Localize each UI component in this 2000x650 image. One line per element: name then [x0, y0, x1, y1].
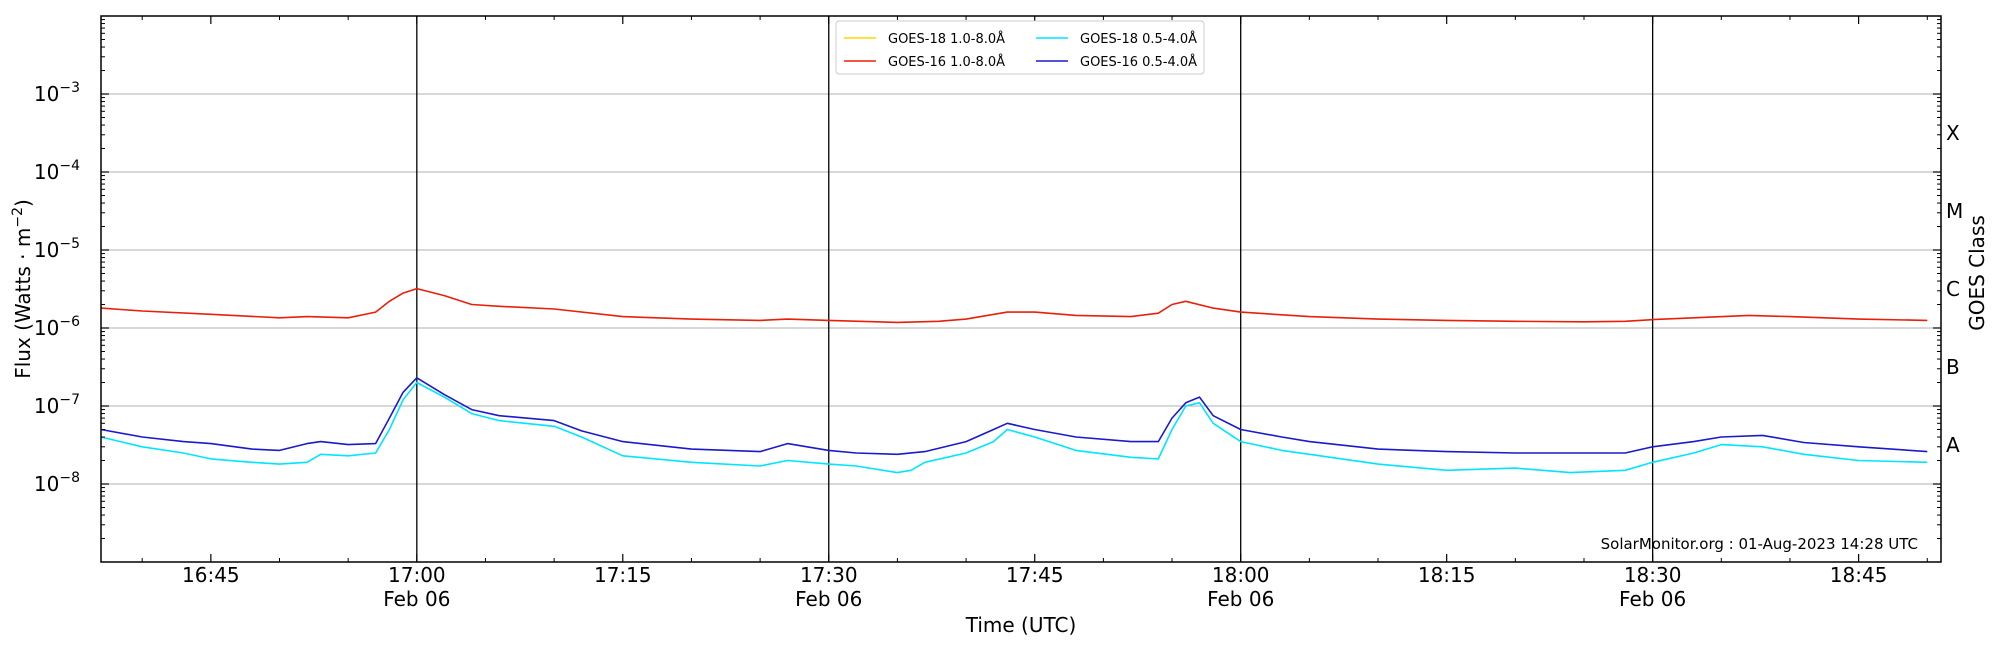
x-tick-label: 18:15 [1418, 563, 1476, 587]
x-tick-label: 18:00 [1212, 563, 1270, 587]
y-tick-layer: 10−310−410−510−610−710−8 [34, 19, 1941, 540]
y-tick-label: 10−7 [34, 392, 80, 418]
y-axis-label-text: Flux (Watts · m [11, 228, 35, 379]
plot-frame [100, 15, 1942, 563]
series-line-2 [100, 287, 1928, 324]
x-tick-date-label: Feb 06 [383, 587, 450, 611]
y-tick-base: 10 [34, 82, 59, 106]
vertical-line-layer [416, 16, 1654, 562]
legend: GOES-18 1.0-8.0Å GOES-16 1.0-8.0Å GOES-18 … [835, 20, 1205, 75]
y-tick-base: 10 [34, 160, 59, 184]
x-tick-label: 16:45 [182, 563, 240, 587]
goes-class-label: B [1946, 355, 1960, 379]
y-tick-exponent: −7 [59, 392, 80, 408]
x-tick-label: 18:45 [1830, 563, 1888, 587]
x-tick-label: 18:30 [1624, 563, 1682, 587]
grid-layer [101, 93, 1941, 485]
goes-class-label: X [1946, 121, 1960, 145]
goes-class-label: A [1946, 433, 1960, 457]
y-tick-exponent: −4 [59, 158, 80, 174]
goes-class-label: M [1946, 199, 1963, 223]
y-tick-base: 10 [34, 238, 59, 262]
x-tick-label: 17:00 [388, 563, 446, 587]
y-tick-label: 10−3 [34, 80, 80, 106]
y-tick-label: 10−4 [34, 158, 80, 184]
series-line-3 [100, 381, 1928, 474]
y-axis-label-exponent: −2 [10, 207, 26, 228]
y-axis-label: Flux (Watts · m−2) [10, 199, 35, 379]
goes-class-layer: X M C B A [1946, 121, 1963, 457]
y-axis-label-close: ) [11, 199, 35, 207]
x-axis-label: Time (UTC) [965, 613, 1077, 637]
legend-label: GOES-18 0.5-4.0Å [1080, 31, 1197, 47]
series-layer [100, 287, 1928, 474]
y-tick-label: 10−5 [34, 236, 80, 262]
legend-label: GOES-16 1.0-8.0Å [888, 54, 1005, 70]
x-tick-date-label: Feb 06 [1207, 587, 1274, 611]
legend-label: GOES-16 0.5-4.0Å [1080, 54, 1197, 70]
legend-box [835, 20, 1205, 75]
x-tick-date-label: Feb 06 [1619, 587, 1686, 611]
y-tick-base: 10 [34, 472, 59, 496]
y-tick-base: 10 [34, 316, 59, 340]
y-tick-exponent: −3 [59, 80, 80, 96]
credit-text: SolarMonitor.org : 01-Aug-2023 14:28 UTC [1601, 535, 1918, 553]
x-tick-label: 17:15 [594, 563, 652, 587]
series-line-4 [100, 376, 1928, 456]
goes-class-axis-label: GOES Class [1965, 215, 1989, 331]
y-tick-exponent: −8 [59, 470, 80, 486]
y-tick-base: 10 [34, 394, 59, 418]
y-tick-exponent: −6 [59, 314, 80, 330]
legend-label: GOES-18 1.0-8.0Å [888, 31, 1005, 47]
goes-class-label: C [1946, 277, 1960, 301]
x-tick-date-label: Feb 06 [795, 587, 862, 611]
x-tick-label: 17:30 [800, 563, 858, 587]
x-tick-label: 17:45 [1006, 563, 1064, 587]
y-tick-label: 10−8 [34, 470, 80, 496]
y-tick-exponent: −5 [59, 236, 80, 252]
y-tick-label: 10−6 [34, 314, 80, 340]
